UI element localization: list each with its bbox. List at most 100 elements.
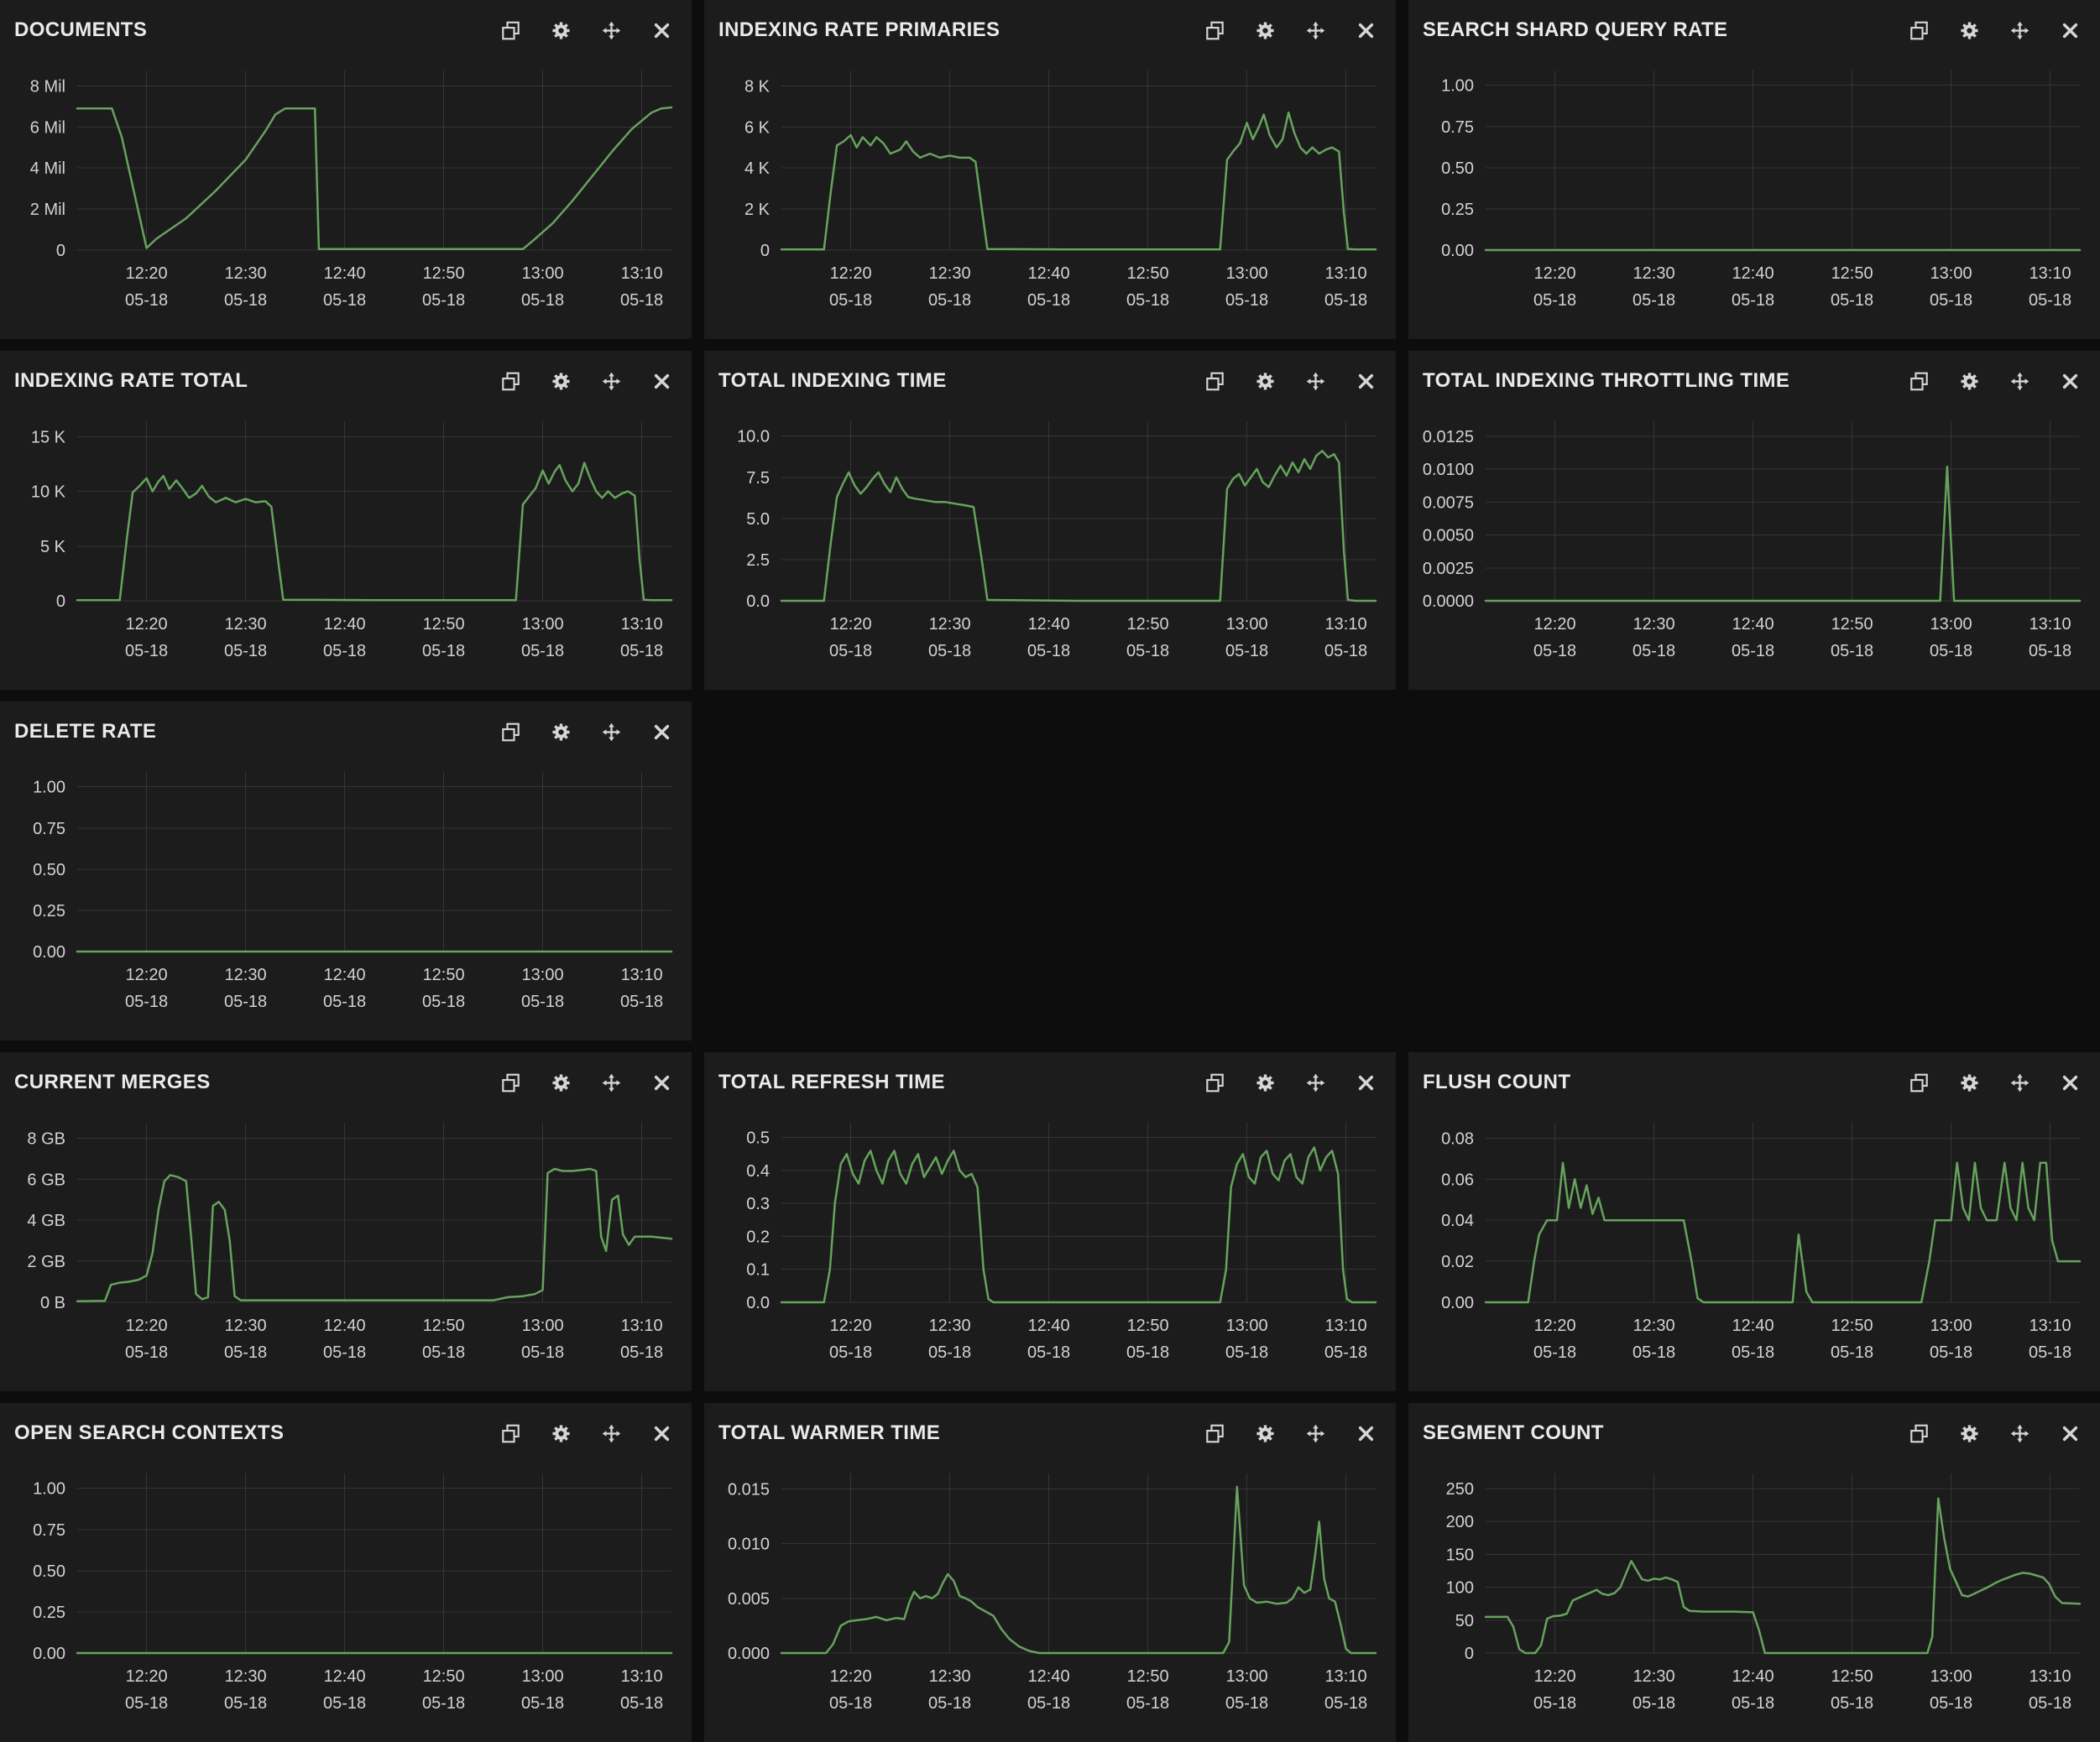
move-panel-button[interactable] [2010, 372, 2029, 391]
chart-flush-count[interactable]: 0.00 0.02 0.04 0.06 0.08 12:20 05-18 12:30 05-18… [1408, 1104, 2100, 1391]
close-icon [654, 724, 670, 739]
duplicate-panel-button[interactable] [1909, 1073, 1929, 1093]
remove-panel-button[interactable] [1356, 372, 1376, 391]
duplicate-panel-button[interactable] [1205, 372, 1225, 391]
panel-settings-button[interactable] [551, 21, 571, 40]
chart-total-indexing-time[interactable]: 0.0 2.5 5.0 7.5 10.0 12:20 05-18 12:30 05-18 12:4… [704, 403, 1396, 690]
chart-canvas: 0 5 K 10 K 15 K 12:20 05-18 12:30 05-18 12:40 05-… [31, 421, 673, 660]
panel-settings-button[interactable] [551, 372, 571, 391]
panel-settings-button[interactable] [551, 1073, 571, 1093]
chart-indexing-rate-primaries[interactable]: 0 2 K 4 K 6 K 8 K 12:20 05-18 12:30 05-18 12:40 05… [704, 52, 1396, 339]
panel-settings-button[interactable] [1960, 1424, 1979, 1443]
panel-settings-button[interactable] [1256, 21, 1275, 40]
move-panel-button[interactable] [1306, 21, 1325, 40]
x-tick-time-label: 12:20 [830, 264, 872, 283]
duplicate-panel-button[interactable] [501, 372, 520, 391]
duplicate-panel-button[interactable] [501, 722, 520, 742]
x-tick-time-label: 12:50 [1127, 1317, 1169, 1335]
duplicate-panel-button[interactable] [1909, 1424, 1929, 1443]
panel-settings-button[interactable] [1960, 1073, 1979, 1093]
panel-header: SEGMENT COUNT [1408, 1403, 2100, 1455]
duplicate-panel-button[interactable] [1909, 372, 1929, 391]
panel-total-indexing-throttling-time: TOTAL INDEXING THROTTLING TIME 0.0000 0.00… [1408, 351, 2100, 690]
x-tick-date-label: 05-18 [422, 291, 465, 310]
duplicate-panel-button[interactable] [1205, 1073, 1225, 1093]
duplicate-panel-button[interactable] [1205, 21, 1225, 40]
y-tick-label: 0.06 [1441, 1171, 1474, 1189]
move-panel-button[interactable] [2010, 21, 2029, 40]
move-panel-button[interactable] [602, 722, 621, 742]
duplicate-panel-button[interactable] [501, 21, 520, 40]
y-tick-label: 0.75 [33, 1521, 65, 1540]
remove-panel-button[interactable] [1356, 21, 1376, 40]
panel-segment-count: SEGMENT COUNT 0 50 100 150 200 250 12:20 05-18 12… [1408, 1403, 2100, 1742]
x-tick-date-label: 05-18 [1732, 1694, 1774, 1713]
remove-panel-button[interactable] [2061, 21, 2080, 40]
move-panel-button[interactable] [2010, 1424, 2029, 1443]
duplicate-panel-button[interactable] [1205, 1424, 1225, 1443]
y-tick-label: 0.00 [1441, 242, 1474, 260]
copy-icon [502, 1424, 520, 1442]
move-panel-button[interactable] [602, 1424, 621, 1443]
remove-panel-button[interactable] [652, 722, 671, 742]
panel-settings-button[interactable] [1256, 372, 1275, 391]
panel-controls [501, 21, 671, 40]
panel-settings-button[interactable] [1960, 372, 1979, 391]
chart-indexing-rate-total[interactable]: 0 5 K 10 K 15 K 12:20 05-18 12:30 05-18 12:40 05-… [0, 403, 692, 690]
chart-canvas: 0 B 2 GB 4 GB 6 GB 8 GB 12:20 05-18 12:30 05-18 1… [27, 1123, 673, 1362]
panel-title: DELETE RATE [14, 720, 157, 743]
move-panel-button[interactable] [602, 21, 621, 40]
duplicate-panel-button[interactable] [501, 1424, 520, 1443]
gear-icon [1961, 372, 1978, 390]
panel-settings-button[interactable] [1256, 1073, 1275, 1093]
x-tick-date-label: 05-18 [323, 1343, 366, 1362]
chart-current-merges[interactable]: 0 B 2 GB 4 GB 6 GB 8 GB 12:20 05-18 12:30 05-18 1… [0, 1104, 692, 1391]
panel-controls [501, 722, 671, 742]
remove-panel-button[interactable] [652, 21, 671, 40]
chart-documents[interactable]: 0 2 Mil 4 Mil 6 Mil 8 Mil 12:20 05-18 12:30 05-1… [0, 52, 692, 339]
remove-panel-button[interactable] [2061, 1073, 2080, 1093]
panel-title: TOTAL REFRESH TIME [718, 1071, 945, 1093]
x-tick-time-label: 13:00 [522, 264, 564, 283]
chart-delete-rate[interactable]: 0.00 0.25 0.50 0.75 1.00 12:20 05-18 12:30 05-18… [0, 754, 692, 1041]
remove-panel-button[interactable] [652, 1424, 671, 1443]
x-tick-time-label: 13:00 [1226, 1317, 1268, 1335]
move-panel-button[interactable] [2010, 1073, 2029, 1093]
move-panel-button[interactable] [1306, 372, 1325, 391]
remove-panel-button[interactable] [2061, 372, 2080, 391]
x-tick-time-label: 12:20 [1534, 1667, 1576, 1686]
remove-panel-button[interactable] [1356, 1424, 1376, 1443]
copy-icon [1206, 372, 1224, 390]
chart-segment-count[interactable]: 0 50 100 150 200 250 12:20 05-18 12:30 05-18 12:40… [1408, 1455, 2100, 1742]
move-panel-button[interactable] [1306, 1424, 1325, 1443]
panel-settings-button[interactable] [551, 1424, 571, 1443]
x-tick-date-label: 05-18 [1930, 291, 1972, 310]
chart-canvas: 0 2 K 4 K 6 K 8 K 12:20 05-18 12:30 05-18 12:40 05… [744, 70, 1377, 310]
y-tick-label: 4 K [744, 159, 771, 178]
chart-open-search-contexts[interactable]: 0.00 0.25 0.50 0.75 1.00 12:20 05-18 12:30 05-18… [0, 1455, 692, 1742]
chart-total-indexing-throttling-time[interactable]: 0.0000 0.0025 0.0050 0.0075 0.0100 0.0125 12:2… [1408, 403, 2100, 690]
remove-panel-button[interactable] [1356, 1073, 1376, 1093]
move-panel-button[interactable] [1306, 1073, 1325, 1093]
remove-panel-button[interactable] [652, 372, 671, 391]
remove-panel-button[interactable] [2061, 1424, 2080, 1443]
chart-total-warmer-time[interactable]: 0.000 0.005 0.010 0.015 12:20 05-18 12:30 05-18… [704, 1455, 1396, 1742]
x-tick-date-label: 05-18 [1632, 1343, 1675, 1362]
remove-panel-button[interactable] [652, 1073, 671, 1093]
duplicate-panel-button[interactable] [501, 1073, 520, 1093]
move-panel-button[interactable] [602, 1073, 621, 1093]
panel-settings-button[interactable] [1256, 1424, 1275, 1443]
panel-settings-button[interactable] [1960, 21, 1979, 40]
panel-controls [501, 1073, 671, 1093]
chart-search-shard-query-rate[interactable]: 0.00 0.25 0.50 0.75 1.00 12:20 05-18 12:30 05-18… [1408, 52, 2100, 339]
copy-icon [1910, 1424, 1928, 1442]
x-tick-date-label: 05-18 [1027, 1694, 1070, 1713]
duplicate-panel-button[interactable] [1909, 21, 1929, 40]
panel-settings-button[interactable] [551, 722, 571, 742]
x-tick-date-label: 05-18 [323, 993, 366, 1011]
move-panel-button[interactable] [602, 372, 621, 391]
y-tick-label: 0.4 [746, 1162, 770, 1181]
y-tick-label: 0.75 [1441, 118, 1474, 137]
chart-total-refresh-time[interactable]: 0.0 0.1 0.2 0.3 0.4 0.5 12:20 05-18 12:30 05-18 12… [704, 1104, 1396, 1391]
move-icon [2010, 1424, 2029, 1442]
